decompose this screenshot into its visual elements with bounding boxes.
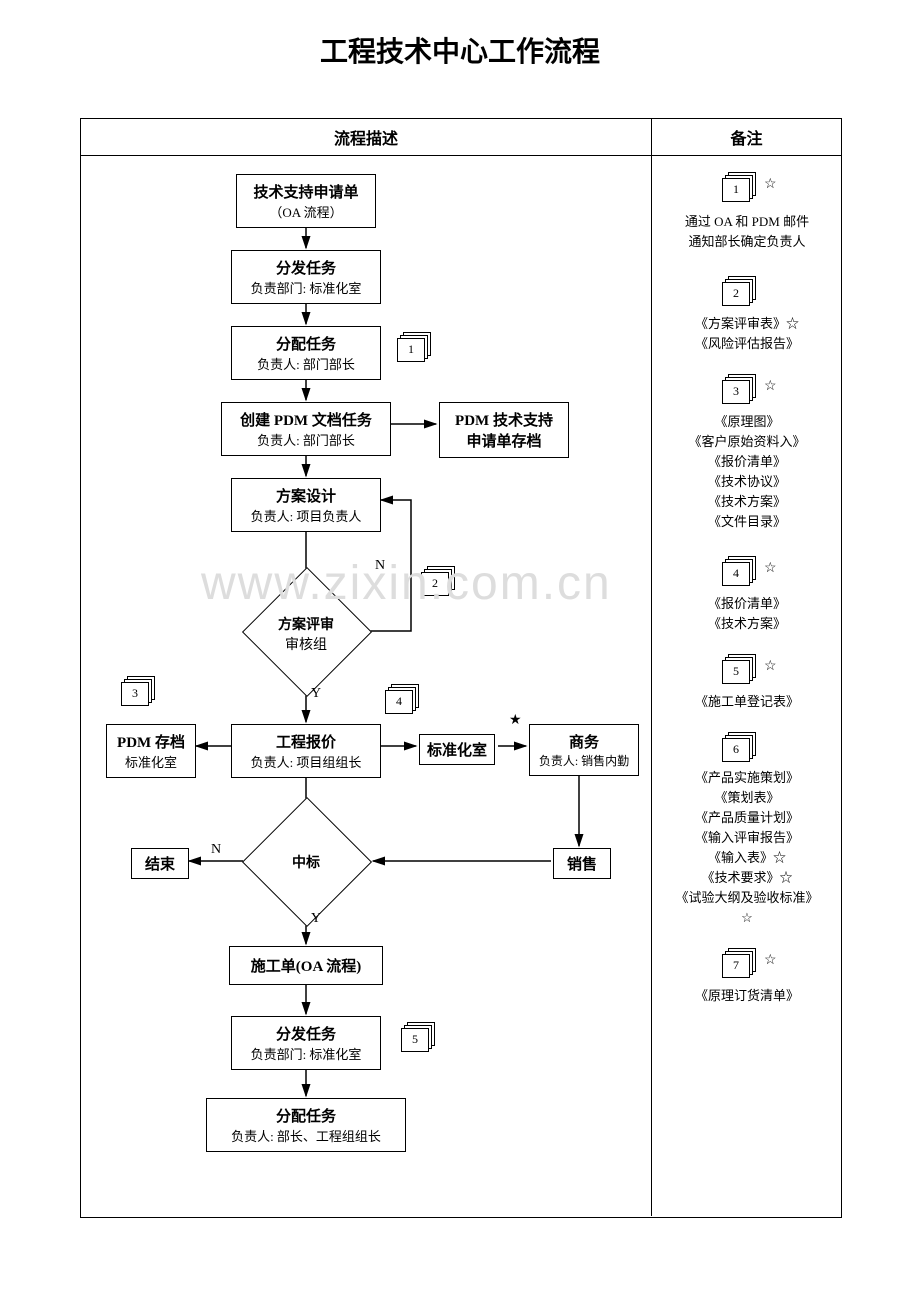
remark-star-7: ☆ bbox=[764, 952, 777, 969]
doc-icon-2: 2 bbox=[421, 566, 455, 596]
page-title: 工程技术中心工作流程 bbox=[0, 0, 920, 80]
remark-star-3: ☆ bbox=[764, 378, 777, 395]
remark-doc-2: 2 bbox=[722, 276, 756, 306]
node-pdm-archive: PDM 存档标准化室 bbox=[106, 724, 196, 778]
remark-star-1: ☆ bbox=[764, 176, 777, 193]
node-tech-support-request: 技术支持申请单（OA 流程） bbox=[236, 174, 376, 228]
header-left: 流程描述 bbox=[81, 119, 652, 155]
remark-text-1: 通过 OA 和 PDM 邮件通知部长确定负责人 bbox=[657, 212, 837, 252]
header-right: 备注 bbox=[652, 119, 841, 155]
doc-icon-3: 3 bbox=[121, 676, 155, 706]
remark-text-5: 《施工单登记表》 bbox=[657, 692, 837, 712]
label-y-2: Y bbox=[311, 911, 321, 927]
remark-doc-1: 1 bbox=[722, 172, 756, 202]
label-n-1: N bbox=[375, 558, 385, 574]
node-scheme-design: 方案设计负责人: 项目负责人 bbox=[231, 478, 381, 532]
decision-bid-won-text: 中标 bbox=[246, 852, 366, 872]
label-y-1: Y bbox=[311, 686, 321, 702]
node-pdm-archive-request: PDM 技术支持申请单存档 bbox=[439, 402, 569, 458]
star-icon: ★ bbox=[509, 712, 522, 729]
node-assign-task-2: 分配任务负责人: 部长、工程组组长 bbox=[206, 1098, 406, 1152]
node-create-pdm-doc: 创建 PDM 文档任务负责人: 部门部长 bbox=[221, 402, 391, 456]
remark-doc-7: 7 bbox=[722, 948, 756, 978]
remark-text-2: 《方案评审表》☆《风险评估报告》 bbox=[657, 314, 837, 354]
doc-icon-1: 1 bbox=[397, 332, 431, 362]
remark-doc-3: 3 bbox=[722, 374, 756, 404]
remarks-panel: 1 ☆ 通过 OA 和 PDM 邮件通知部长确定负责人 2 《方案评审表》☆《风… bbox=[652, 156, 841, 1216]
node-business: 商务负责人: 销售内勤 bbox=[529, 724, 639, 776]
doc-icon-4: 4 bbox=[385, 684, 419, 714]
label-n-2: N bbox=[211, 842, 221, 858]
node-dispatch-task-1: 分发任务负责部门: 标准化室 bbox=[231, 250, 381, 304]
remark-text-3: 《原理图》《客户原始资料入》《报价清单》《技术协议》《技术方案》《文件目录》 bbox=[657, 412, 837, 532]
node-dispatch-task-2: 分发任务负责部门: 标准化室 bbox=[231, 1016, 381, 1070]
node-standardization: 标准化室 bbox=[419, 734, 495, 765]
remark-star-4: ☆ bbox=[764, 560, 777, 577]
node-construction-order: 施工单(OA 流程) bbox=[229, 946, 383, 985]
node-engineering-quote: 工程报价负责人: 项目组组长 bbox=[231, 724, 381, 778]
node-end: 结束 bbox=[131, 848, 189, 879]
watermark: www.zixin.com.cn bbox=[201, 556, 612, 611]
remark-text-7: 《原理订货清单》 bbox=[657, 986, 837, 1006]
node-sales: 销售 bbox=[553, 848, 611, 879]
remark-doc-6: 6 bbox=[722, 732, 756, 762]
diagram-frame: 流程描述 备注 bbox=[80, 118, 842, 1218]
node-assign-task-1: 分配任务负责人: 部门部长 bbox=[231, 326, 381, 380]
remark-doc-4: 4 bbox=[722, 556, 756, 586]
decision-scheme-review-text: 方案评审审核组 bbox=[246, 614, 366, 654]
remark-doc-5: 5 bbox=[722, 654, 756, 684]
doc-icon-5: 5 bbox=[401, 1022, 435, 1052]
remark-text-6: 《产品实施策划》《策划表》《产品质量计划》《输入评审报告》《输入表》☆《技术要求… bbox=[657, 768, 837, 928]
remark-text-4: 《报价清单》《技术方案》 bbox=[657, 594, 837, 634]
flowchart-panel: 技术支持申请单（OA 流程） 分发任务负责部门: 标准化室 分配任务负责人: 部… bbox=[81, 156, 652, 1216]
remark-star-5: ☆ bbox=[764, 658, 777, 675]
